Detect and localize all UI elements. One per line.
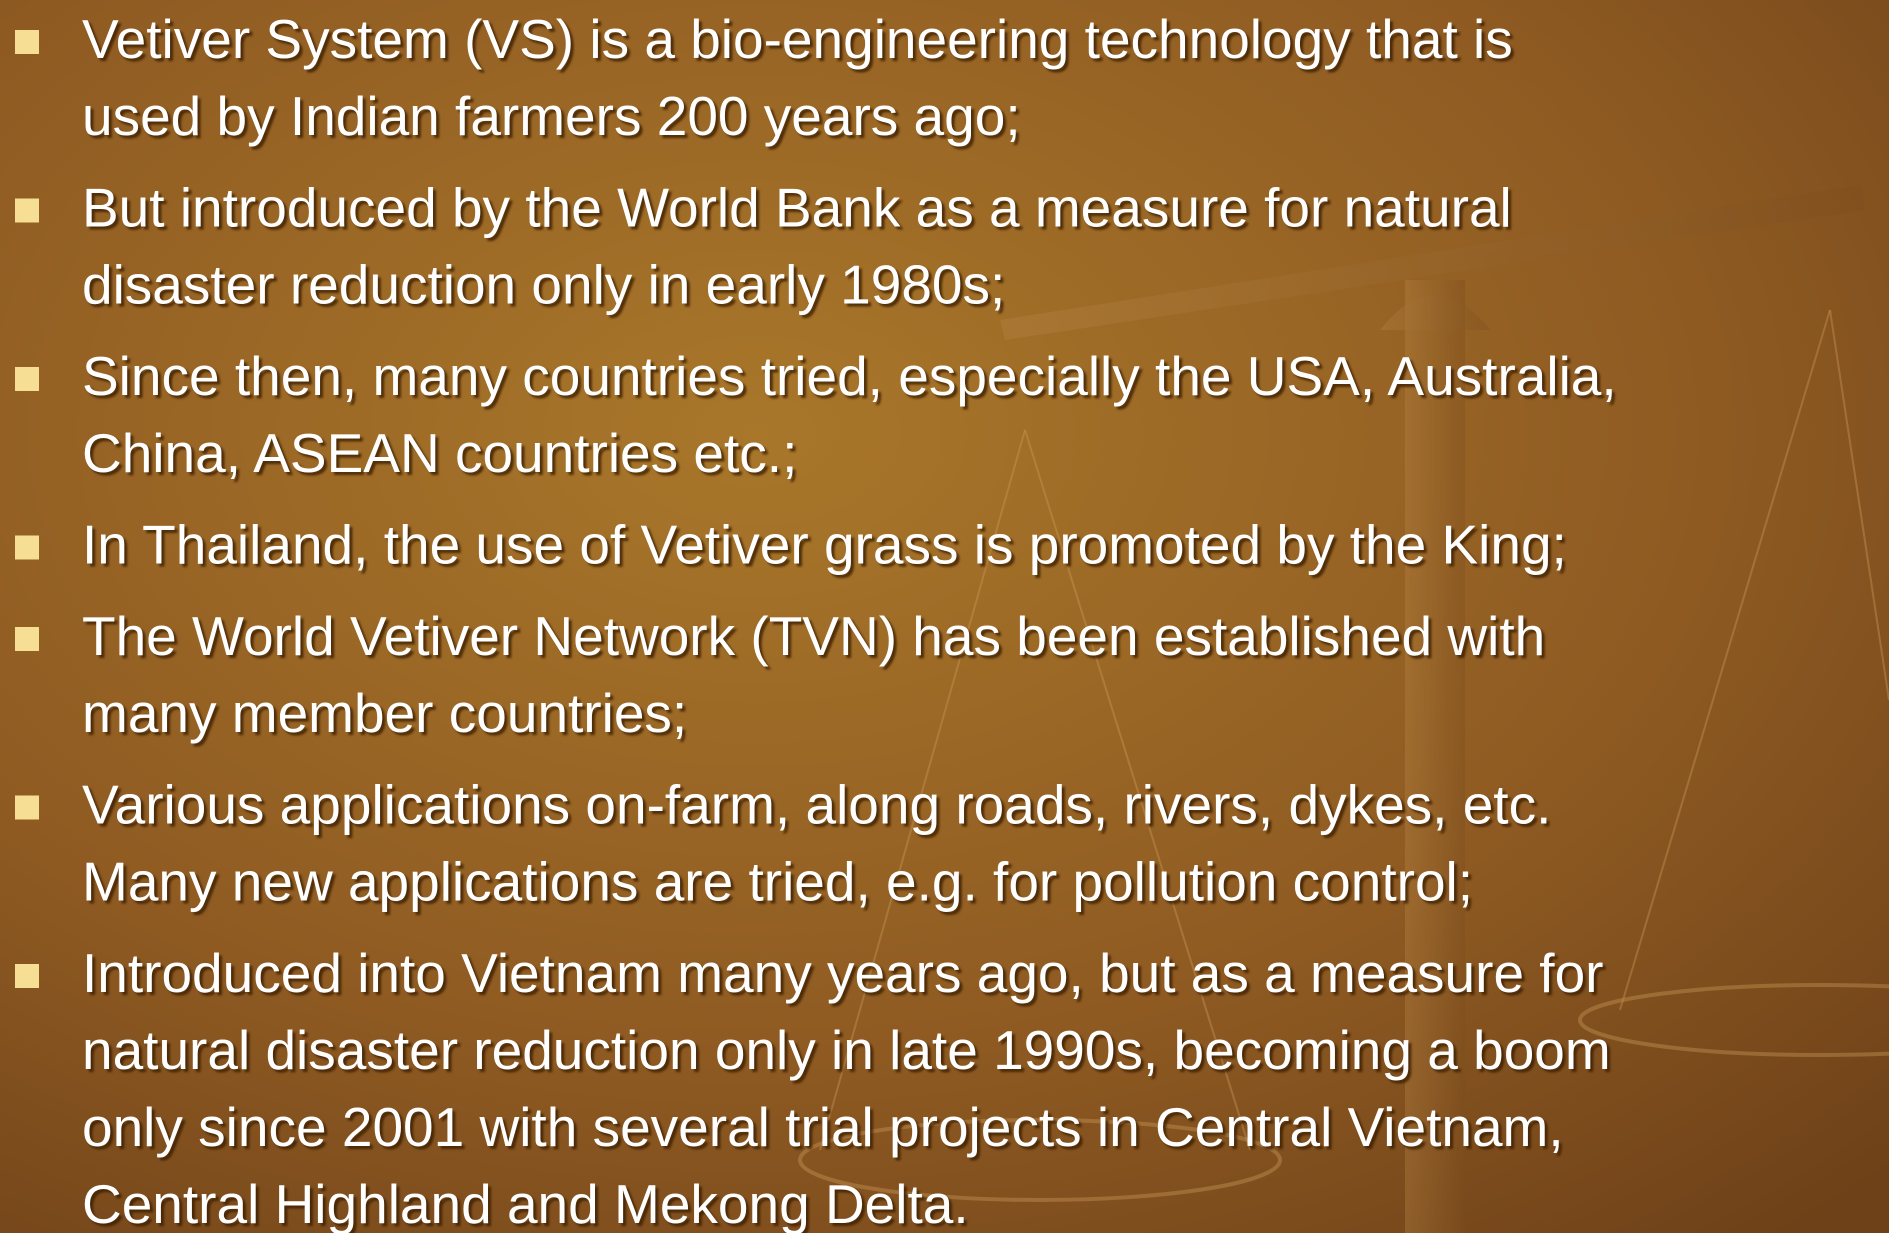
bullet-text: Many new applications are tried, e.g. fo… <box>82 851 1473 913</box>
bullet-text: used by Indian farmers 200 years ago; <box>82 85 1021 147</box>
bullet-marker <box>15 367 39 391</box>
bullet-text: Central Highland and Mekong Delta. <box>82 1173 969 1233</box>
bullet-item: But introduced by the World Bank as a me… <box>15 177 1512 316</box>
bullet-text: But introduced by the World Bank as a me… <box>82 177 1512 239</box>
bullet-text: Various applications on-farm, along road… <box>82 774 1551 836</box>
bullet-text: In Thailand, the use of Vetiver grass is… <box>82 514 1567 576</box>
bullet-marker <box>15 535 39 560</box>
bullet-item: In Thailand, the use of Vetiver grass is… <box>15 514 1567 576</box>
bullet-marker <box>15 627 39 651</box>
bullet-text: Introduced into Vietnam many years ago, … <box>82 942 1604 1004</box>
bullet-marker <box>15 198 39 223</box>
bullet-text: Since then, many countries tried, especi… <box>82 345 1617 407</box>
bullet-marker <box>15 795 39 820</box>
bullet-text: China, ASEAN countries etc.; <box>82 422 797 484</box>
bullet-item: The World Vetiver Network (TVN) has been… <box>15 605 1545 744</box>
bullet-marker <box>15 964 39 988</box>
bullet-item: Introduced into Vietnam many years ago, … <box>15 942 1611 1233</box>
bullet-text: only since 2001 with several trial proje… <box>82 1096 1564 1158</box>
bullet-list: Vetiver System (VS) is a bio-engineering… <box>15 8 1617 1233</box>
bullet-item: Vetiver System (VS) is a bio-engineering… <box>15 8 1513 147</box>
bullet-item: Various applications on-farm, along road… <box>15 774 1551 913</box>
bullet-item: Since then, many countries tried, especi… <box>15 345 1617 484</box>
scales-decoration <box>798 185 1889 1233</box>
bullet-text: many member countries; <box>82 682 687 744</box>
bullet-text: disaster reduction only in early 1980s; <box>82 254 1005 316</box>
bullet-text: natural disaster reduction only in late … <box>82 1019 1611 1081</box>
bullet-marker <box>15 30 39 54</box>
bullet-text: The World Vetiver Network (TVN) has been… <box>82 605 1545 667</box>
bullet-text: Vetiver System (VS) is a bio-engineering… <box>82 8 1513 70</box>
